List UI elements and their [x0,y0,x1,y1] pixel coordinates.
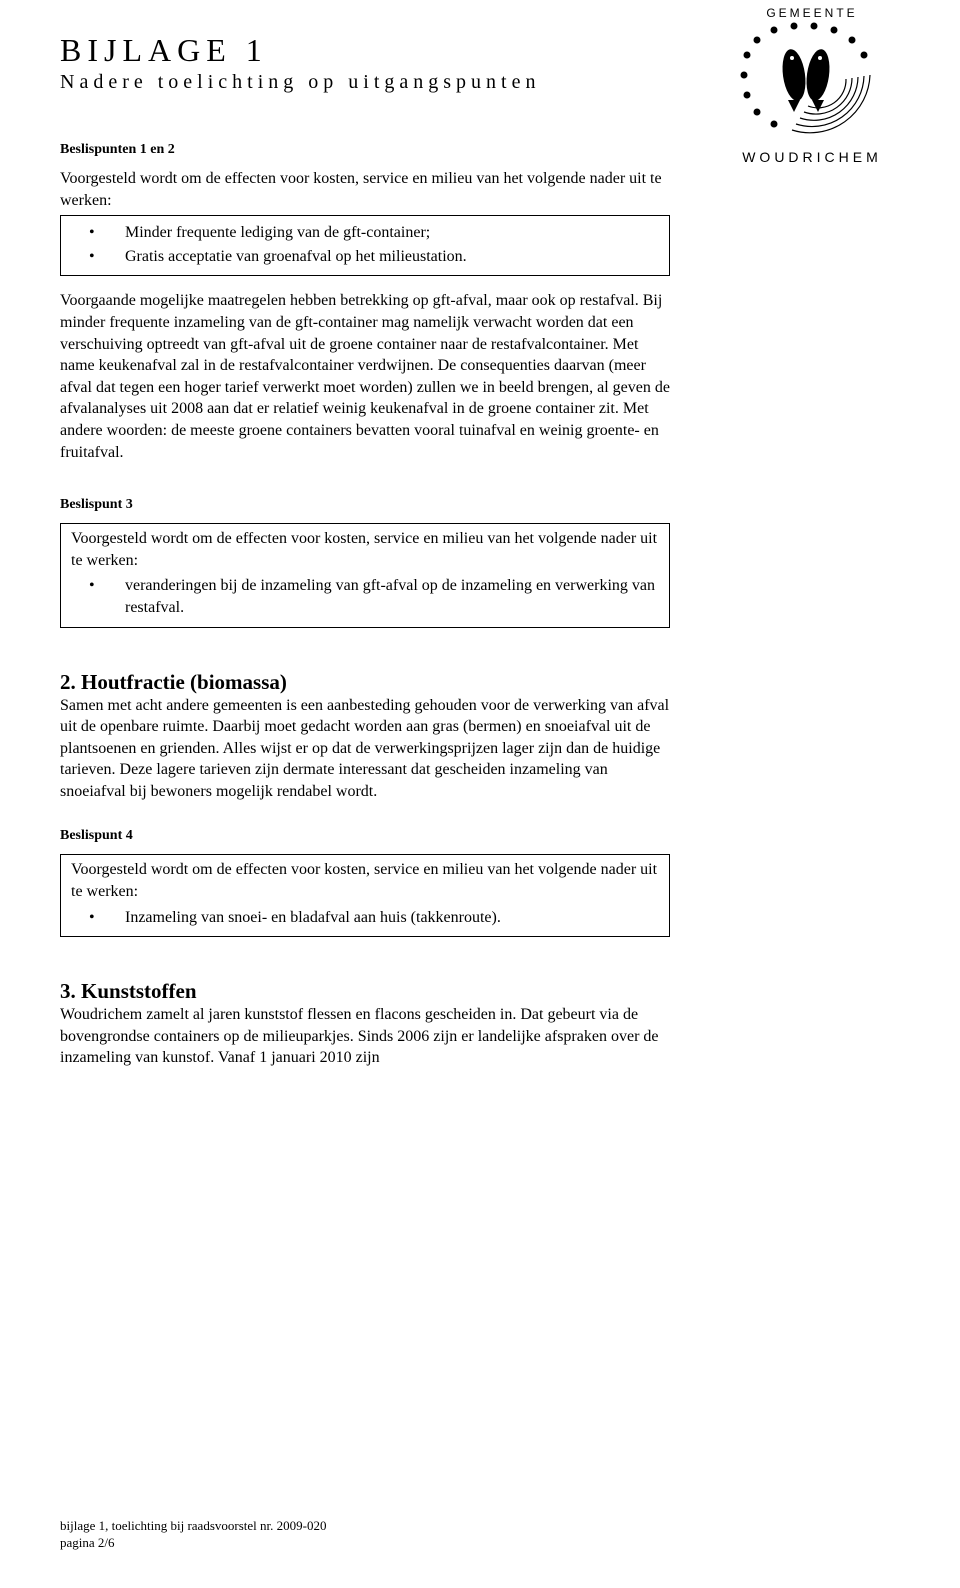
list-item: Inzameling van snoei- en bladafval aan h… [125,907,659,929]
beslis-3-intro: Voorgesteld wordt om de effecten voor ko… [71,528,659,571]
beslis-1-2-after: Voorgaande mogelijke maatregelen hebben … [60,290,670,463]
beslis-4-box: Voorgesteld wordt om de effecten voor ko… [60,854,670,937]
beslis-3-list: veranderingen bij de inzameling van gft-… [71,575,659,618]
content-column: Beslispunten 1 en 2 Voorgesteld wordt om… [60,142,670,1069]
beslis-4-list: Inzameling van snoei- en bladafval aan h… [71,907,659,929]
footer-line-1: bijlage 1, toelichting bij raadsvoorstel… [60,1518,326,1535]
beslis-3-box: Voorgesteld wordt om de effecten voor ko… [60,523,670,627]
houtfractie-body: Samen met acht andere gemeenten is een a… [60,695,670,803]
beslis-1-2-intro: Voorgesteld wordt om de effecten voor ko… [60,168,670,211]
logo-top-text: GEMEENTE [712,6,912,20]
page-footer: bijlage 1, toelichting bij raadsvoorstel… [60,1518,326,1552]
list-item: veranderingen bij de inzameling van gft-… [125,575,659,618]
kunststoffen-body: Woudrichem zamelt al jaren kunststof fle… [60,1004,670,1069]
beslispunt-heading-1-2: Beslispunten 1 en 2 [60,142,670,158]
list-item: Gratis acceptatie van groenafval op het … [125,246,659,268]
beslis-1-2-list: Minder frequente lediging van de gft-con… [71,222,659,267]
footer-line-2: pagina 2/6 [60,1535,326,1552]
beslis-4-intro: Voorgesteld wordt om de effecten voor ko… [71,859,659,902]
municipality-logo: GEMEENTE WOUDRICHEM [712,6,912,176]
beslispunt-heading-4: Beslispunt 4 [60,828,670,844]
section-heading-houtfractie: 2. Houtfractie (biomassa) [60,670,670,695]
logo-graphic [722,20,902,140]
beslispunt-heading-3: Beslispunt 3 [60,497,670,513]
list-item: Minder frequente lediging van de gft-con… [125,222,659,244]
beslis-1-2-box: Minder frequente lediging van de gft-con… [60,215,670,276]
logo-bottom-text: WOUDRICHEM [712,149,912,165]
section-heading-kunststoffen: 3. Kunststoffen [60,979,670,1004]
